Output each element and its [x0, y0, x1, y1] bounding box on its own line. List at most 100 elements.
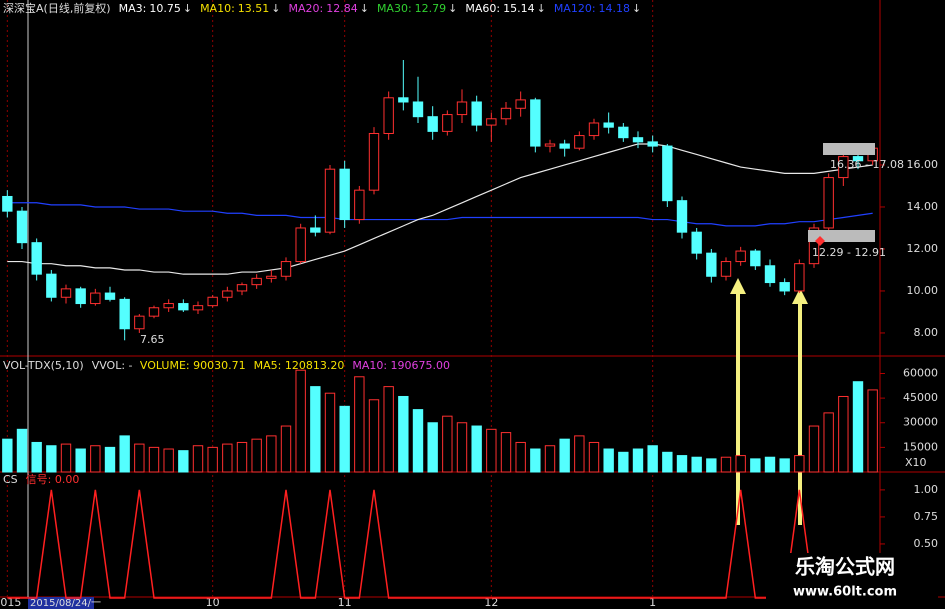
legend-trend: ↓	[360, 2, 369, 15]
legend-name: MA3:	[119, 2, 147, 15]
volume-bar	[222, 443, 233, 473]
candle-body	[618, 126, 629, 139]
volume-bar	[530, 448, 541, 473]
candle-body	[46, 273, 57, 298]
panel-header: 深深宝A(日线,前复权) MA3: 10.75 ↓ MA10: 13.51 ↓ MA20: 12…	[3, 1, 641, 15]
y-tick-label: 45000	[903, 391, 938, 404]
watermark-url: www.60lt.com	[793, 585, 897, 600]
cursor-label: 2015/08/24/一	[30, 598, 101, 609]
volume-bar	[310, 386, 321, 473]
volume-bar	[119, 435, 130, 473]
y-tick-label: 8.00	[914, 326, 939, 339]
y-tick-label: 12.00	[907, 242, 939, 255]
candle-body	[574, 135, 585, 149]
volume-bar	[500, 432, 512, 473]
candle-body	[398, 97, 409, 103]
volume-bar	[148, 446, 160, 473]
candle-body	[838, 156, 849, 179]
candle-body	[134, 315, 145, 330]
candle-body	[251, 277, 262, 286]
annotation: 12.29 - 12.91	[812, 246, 886, 259]
candle-body	[794, 263, 805, 292]
volume-bar	[515, 441, 526, 473]
candle-body	[427, 116, 438, 132]
volume-bar	[295, 369, 306, 473]
legend-value: 12.84	[326, 2, 358, 15]
legend-name: MA20:	[289, 2, 324, 15]
arrows	[730, 278, 808, 525]
legend-value: 14.18	[599, 2, 631, 15]
volume-bar	[676, 455, 688, 473]
candle-body	[662, 145, 673, 202]
volume-bar	[16, 428, 28, 473]
volume-bar	[46, 445, 57, 473]
candle-body	[280, 261, 292, 277]
volume-bar	[178, 450, 189, 473]
candle-body	[779, 282, 790, 292]
annotation: 7.65	[140, 333, 165, 346]
candle-body	[442, 114, 453, 132]
volume-bar	[236, 441, 248, 473]
candle-body	[222, 290, 233, 298]
volume-bar	[280, 425, 292, 473]
readout: VVOL: -	[92, 359, 133, 372]
candle-body	[75, 288, 86, 305]
volume-bar	[867, 389, 878, 473]
readout: VOL-TDX(5,10)	[3, 359, 84, 372]
legend-name: MA60:	[465, 2, 500, 15]
chart-title: 深深宝A(日线,前复权)	[3, 1, 111, 15]
volume-bar	[808, 425, 820, 473]
candle-body	[2, 195, 13, 212]
candle-body	[412, 101, 424, 118]
legend-trend: ↓	[183, 2, 192, 15]
candle-body	[266, 275, 277, 279]
volume-bar	[647, 445, 658, 473]
volume-bar	[588, 441, 600, 473]
candle-body	[735, 250, 746, 263]
candle-body	[588, 122, 600, 137]
volume-bar	[163, 448, 174, 473]
candle-body	[544, 143, 556, 147]
cursor-label-bg	[28, 597, 94, 609]
volume-bar	[779, 458, 790, 473]
legend-value: 12.79	[415, 2, 447, 15]
candle-body	[750, 250, 761, 267]
candle-body	[383, 97, 394, 134]
candle-body	[852, 156, 864, 162]
candle-body	[104, 292, 116, 300]
volume-bar	[266, 435, 277, 473]
readout: MA5: 120813.20	[254, 359, 345, 372]
y-tick-label: 14.00	[907, 200, 939, 213]
candle-body	[603, 122, 614, 128]
panel-header: VOL-TDX(5,10) VVOL: - VOLUME: 90030.71 MA5:…	[3, 359, 450, 372]
y-tick-label: 0.75	[914, 510, 939, 523]
volume-bar	[60, 443, 72, 473]
volume-bar	[192, 445, 204, 473]
x-tick-label: 10	[206, 596, 220, 609]
panel-header: CS 信号: 0.00	[3, 473, 79, 486]
ma-line	[7, 202, 873, 227]
volume-bar	[471, 425, 482, 473]
candle-body	[720, 261, 732, 277]
legend-trend: ↓	[448, 2, 457, 15]
volume-bar	[104, 446, 116, 473]
candle-body	[310, 227, 321, 233]
volume-bar	[456, 422, 468, 473]
candle-body	[808, 227, 820, 265]
volume-bar	[632, 448, 644, 473]
annotation: 16.36 - 17.08	[830, 158, 904, 171]
volume-bar	[324, 392, 336, 473]
y-tick-label: 0.50	[914, 537, 939, 550]
legend-value: 10.75	[149, 2, 181, 15]
candle-body	[559, 143, 570, 149]
candle-body	[295, 227, 306, 263]
candle-body	[530, 99, 541, 147]
candle-body	[354, 189, 365, 221]
y-tick-label: 16.00	[907, 158, 939, 171]
y-tick-label: 10.00	[907, 284, 939, 297]
volume-bar	[823, 412, 834, 473]
candle-body	[500, 107, 512, 120]
candle-body	[456, 101, 468, 116]
legend-value: 13.51	[238, 2, 270, 15]
